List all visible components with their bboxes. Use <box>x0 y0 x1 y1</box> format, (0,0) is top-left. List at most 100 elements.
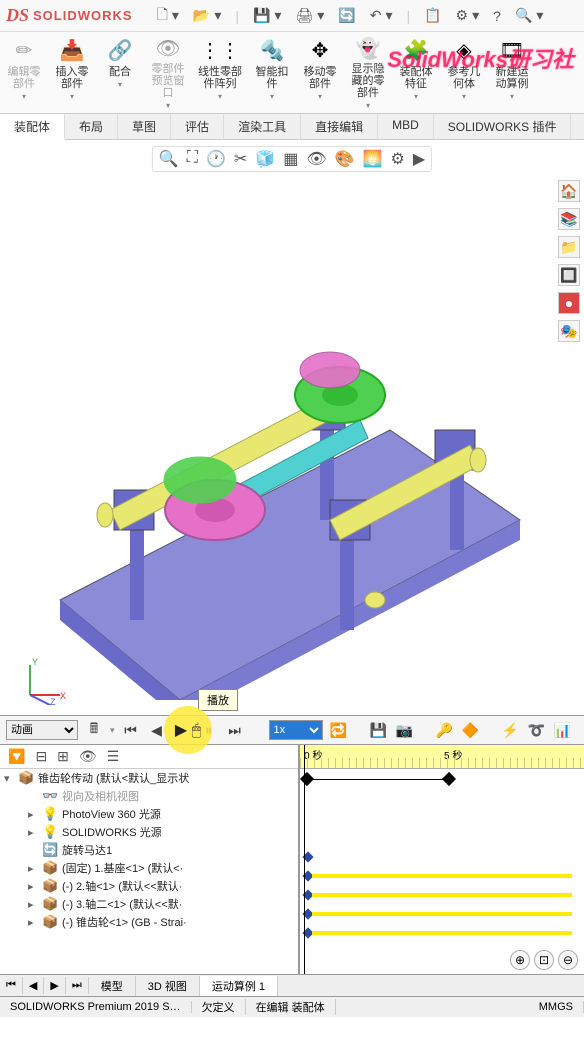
tab-2[interactable]: 草图 <box>118 114 171 139</box>
results-icon[interactable]: 📊 <box>553 720 573 740</box>
orient-icon[interactable]: 🧊 <box>255 149 275 169</box>
render-icon[interactable]: ▶ <box>413 149 425 169</box>
tree-root[interactable]: ▾📦 锥齿轮传动 (默认<默认_显示状 <box>0 769 298 787</box>
capture-icon[interactable]: 📷 <box>395 720 415 740</box>
settings-icon[interactable]: ⚙ <box>456 7 469 24</box>
tab-next-icon[interactable]: ▶ <box>44 977 65 994</box>
more-icon[interactable]: ☰ <box>107 748 120 765</box>
tree-item[interactable]: ▸💡PhotoView 360 光源 <box>0 805 298 823</box>
bottom-tab-2[interactable]: 运动算例 1 <box>200 976 278 996</box>
timeline-tracks[interactable]: 0 秒 5 秒 ⊕ ⊡ ⊖ <box>300 745 584 974</box>
tree-item[interactable]: ▸💡SOLIDWORKS 光源 <box>0 823 298 841</box>
save-icon[interactable]: 💾 <box>253 7 270 24</box>
ribbon-insert-component[interactable]: 📥插入零部件▾ <box>48 32 96 113</box>
view-icon[interactable]: 👁 <box>79 748 97 765</box>
tab-6[interactable]: MBD <box>378 114 434 139</box>
tab-1[interactable]: 布局 <box>65 114 118 139</box>
time-ruler[interactable]: 0 秒 5 秒 <box>300 745 584 769</box>
model-render <box>30 220 530 700</box>
key-icon[interactable]: 🔑 <box>435 720 455 740</box>
tab-7[interactable]: SOLIDWORKS 插件 <box>434 114 572 139</box>
zoom-fit-icon[interactable]: 🔍 <box>159 149 179 169</box>
tree-item[interactable]: ▸📦(固定) 1.基座<1> (默认<· <box>0 859 298 877</box>
save-anim-icon[interactable]: 💾 <box>369 720 389 740</box>
ribbon-label: 装配体特征 <box>400 66 433 90</box>
scene-icon[interactable]: 🌅 <box>363 149 383 169</box>
ribbon: ✏编辑零部件▾📥插入零部件▾🔗配合▾👁零部件预览窗口▾⋮⋮线性零部件阵列▾🔩智能… <box>0 32 584 114</box>
section-icon[interactable]: ✂ <box>234 149 247 169</box>
bottom-tab-0[interactable]: 模型 <box>89 976 136 996</box>
show-hidden-icon: 👻 <box>354 36 382 61</box>
ribbon-assembly-feature[interactable]: 🧩装配体特征▾ <box>392 32 440 113</box>
view-triad[interactable]: Y X Z <box>20 655 70 705</box>
expand-icon[interactable]: ⊞ <box>57 748 69 765</box>
tree-item[interactable]: ▸📦(-) 锥齿轮<1> (GB - Strai· <box>0 913 298 931</box>
tree-root-label: 锥齿轮传动 (默认<默认_显示状 <box>38 770 189 786</box>
motor-icon[interactable]: ⚡ <box>501 720 521 740</box>
zoom-area-icon[interactable]: ⛶ <box>187 149 198 169</box>
tree-item[interactable]: ▸📦(-) 3.轴二<1> (默认<<默· <box>0 895 298 913</box>
title-bar: DS SOLIDWORKS 🗋▾ 📂▾ | 💾▾ 🖨▾ 🔄 ↶▾ | 📋 ⚙▾ … <box>0 0 584 32</box>
tab-5[interactable]: 直接编辑 <box>301 114 378 139</box>
svg-text:Z: Z <box>50 697 56 705</box>
prev-view-icon[interactable]: 🕐 <box>206 149 226 169</box>
settings-icon[interactable]: ⚙ <box>391 149 405 169</box>
tab-3[interactable]: 评估 <box>171 114 224 139</box>
ribbon-mate[interactable]: 🔗配合▾ <box>96 32 144 113</box>
ribbon-show-hidden[interactable]: 👻显示隐藏的零部件▾ <box>344 32 392 113</box>
tree-item-label: 旋转马达1 <box>62 842 112 858</box>
open-icon[interactable]: 📂 <box>193 7 210 24</box>
tab-first-icon[interactable]: ⏮ <box>0 977 23 994</box>
ribbon-linear-pattern[interactable]: ⋮⋮线性零部件阵列▾ <box>192 32 248 113</box>
undo-icon[interactable]: ↶ <box>370 7 382 24</box>
autokey-icon[interactable]: 🔶 <box>461 720 481 740</box>
spring-icon[interactable]: ➰ <box>527 720 547 740</box>
speed-select[interactable]: 1x <box>269 720 323 740</box>
help-icon[interactable]: ? <box>493 8 501 24</box>
home-icon[interactable]: 🏠 <box>558 180 580 202</box>
tab-prev-icon[interactable]: ◀ <box>23 977 44 994</box>
print-icon[interactable]: 🖨 <box>295 7 313 24</box>
loop-icon[interactable]: 🔁 <box>329 720 349 740</box>
design-lib-icon[interactable]: 📁 <box>558 236 580 258</box>
ribbon-move-component[interactable]: ✥移动零部件▾ <box>296 32 344 113</box>
tree-item[interactable]: 🔄旋转马达1 <box>0 841 298 859</box>
bottom-tab-1[interactable]: 3D 视图 <box>136 976 200 996</box>
tab-last-icon[interactable]: ⏭ <box>66 977 89 994</box>
tree-item[interactable]: 👓视向及相机视图 <box>0 787 298 805</box>
rebuild-icon[interactable]: 🔄 <box>338 7 355 24</box>
tree-item-label: (固定) 1.基座<1> (默认<· <box>62 860 183 876</box>
tab-4[interactable]: 渲染工具 <box>224 114 301 139</box>
file-explorer-icon[interactable]: 🔲 <box>558 264 580 286</box>
search-icon[interactable]: 🔍 <box>515 7 532 24</box>
tree-item-label: (-) 3.轴二<1> (默认<<默· <box>62 896 182 912</box>
display-icon[interactable]: ▦ <box>283 149 298 169</box>
motion-type-select[interactable]: 动画 <box>6 720 78 740</box>
ribbon-new-motion[interactable]: 🎞新建运动算例▾ <box>488 32 536 113</box>
filter-icon[interactable]: 🔽 <box>8 748 25 765</box>
status-units[interactable]: MMGS <box>529 1001 584 1013</box>
fwd-icon[interactable]: ⏭ <box>225 720 245 740</box>
tree-item[interactable]: ▸📦(-) 2.轴<1> (默认<<默认· <box>0 877 298 895</box>
tab-0[interactable]: 装配体 <box>0 114 65 140</box>
collapse-icon[interactable]: ⊟ <box>35 748 47 765</box>
new-icon[interactable]: 🗋 <box>157 4 168 28</box>
start-icon[interactable]: ⏮ <box>121 720 141 740</box>
ribbon-label: 智能扣件 <box>256 66 289 90</box>
zoom-out-icon[interactable]: ⊖ <box>558 950 578 970</box>
graphics-viewport[interactable]: 🔍 ⛶ 🕐 ✂ 🧊 ▦ 👁 🎨 🌅 ⚙ ▶ 🏠 📚 📁 🔲 ● 🎭 <box>0 140 584 715</box>
appearance-icon[interactable]: 🎨 <box>335 149 355 169</box>
view-palette-icon[interactable]: ● <box>558 292 580 314</box>
calculate-icon[interactable]: 🖩 <box>84 720 104 740</box>
resources-icon[interactable]: 📚 <box>558 208 580 230</box>
ribbon-reference-geom[interactable]: ◈参考几何体▾ <box>440 32 488 113</box>
zoom-fit-icon[interactable]: ⊡ <box>534 950 554 970</box>
playhead[interactable] <box>304 745 305 974</box>
zoom-in-icon[interactable]: ⊕ <box>510 950 530 970</box>
appearances-icon[interactable]: 🎭 <box>558 320 580 342</box>
motion-tree[interactable]: 🔽 ⊟ ⊞ 👁 ☰ ▾📦 锥齿轮传动 (默认<默认_显示状 👓视向及相机视图▸💡… <box>0 745 300 974</box>
ribbon-label: 移动零部件 <box>304 66 337 90</box>
ribbon-smart-fastener[interactable]: 🔩智能扣件▾ <box>248 32 296 113</box>
hide-icon[interactable]: 👁 <box>306 149 326 169</box>
options-icon[interactable]: 📋 <box>424 7 441 24</box>
